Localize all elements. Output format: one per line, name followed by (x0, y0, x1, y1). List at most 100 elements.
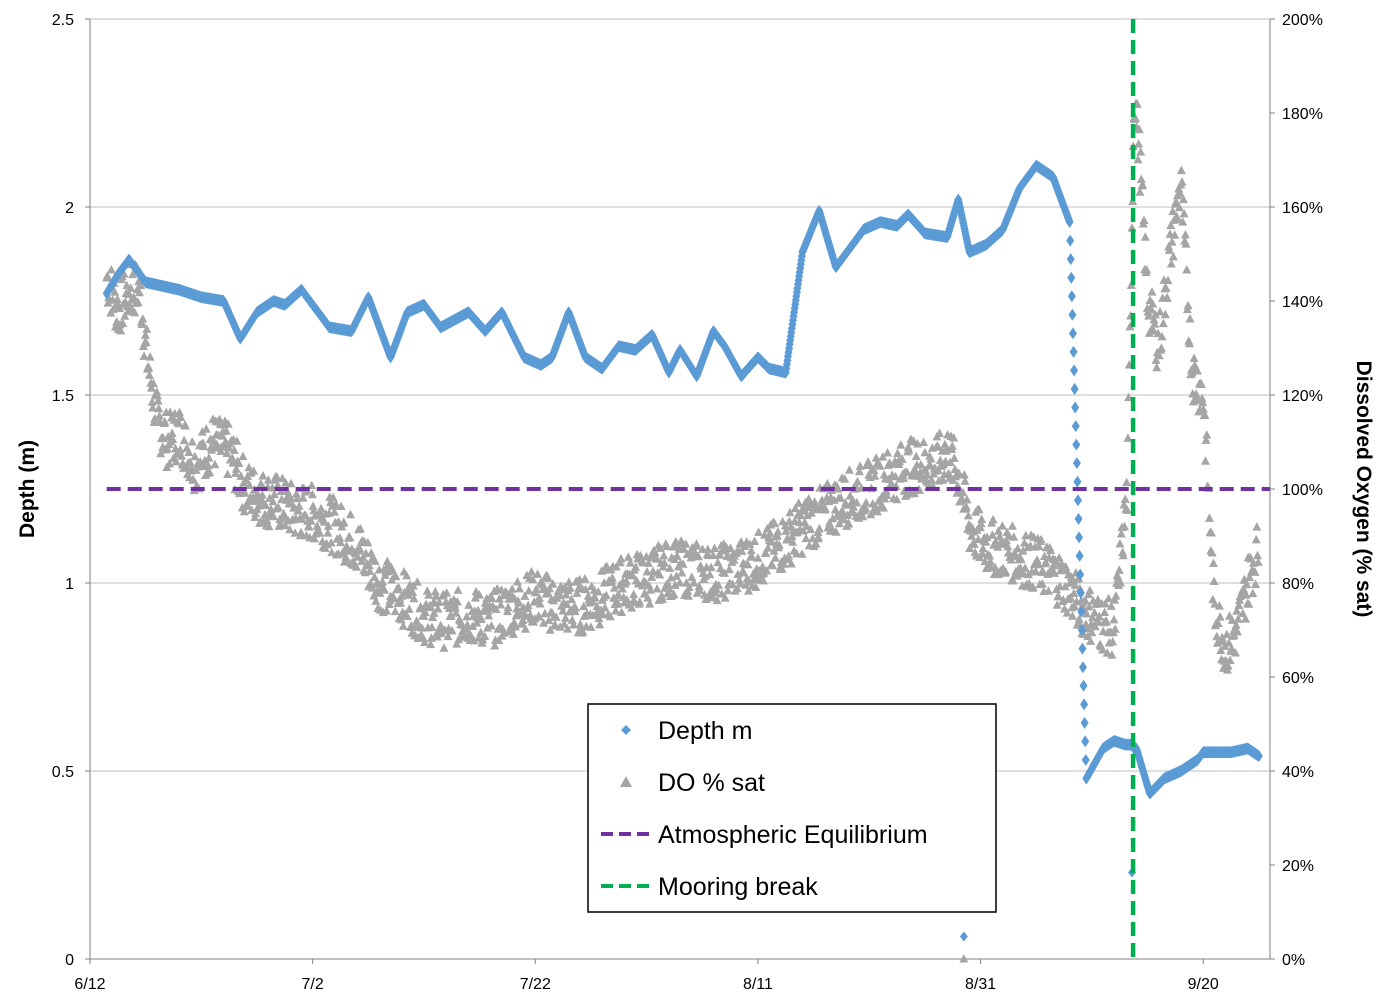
do-point (486, 621, 496, 630)
y2-tick-label: 60% (1282, 670, 1314, 687)
do-point (408, 587, 418, 596)
do-point (176, 412, 186, 421)
do-point (434, 597, 444, 606)
do-point (712, 595, 722, 605)
do-point (487, 593, 497, 603)
do-point (1109, 614, 1119, 624)
do-point (544, 615, 554, 625)
do-point (1136, 174, 1146, 184)
do-point (1156, 343, 1166, 352)
do-point (148, 402, 158, 412)
do-point (168, 434, 178, 444)
y2-tick-label: 200% (1282, 12, 1323, 29)
do-point (600, 603, 610, 612)
do-point (204, 453, 214, 462)
do-point (156, 448, 166, 458)
do-point (106, 264, 116, 274)
do-point (852, 497, 862, 507)
do-point (316, 503, 326, 513)
do-point (822, 478, 832, 488)
do-point (988, 514, 998, 524)
do-point (494, 635, 504, 644)
do-point (814, 532, 824, 542)
do-point (684, 582, 694, 591)
do-point (909, 488, 919, 498)
reference-lines (106, 19, 1270, 959)
do-point (380, 585, 390, 594)
do-point (1123, 433, 1133, 442)
do-point (617, 607, 627, 616)
depth-point (1254, 749, 1263, 762)
do-point (1253, 557, 1263, 566)
do-point (751, 582, 761, 591)
do-point (695, 585, 705, 595)
do-point (871, 453, 881, 462)
do-point (689, 577, 699, 587)
do-point (181, 420, 191, 430)
do-point (820, 504, 830, 513)
do-point (150, 413, 160, 423)
do-point (328, 492, 338, 502)
do-point (1094, 617, 1104, 626)
do-point (307, 480, 317, 490)
do-point (126, 283, 136, 292)
do-point (1034, 541, 1044, 551)
do-point (754, 527, 764, 536)
do-point (190, 451, 200, 461)
do-point (777, 564, 787, 573)
do-point (370, 556, 380, 565)
do-point (279, 511, 289, 520)
do-point (713, 557, 723, 567)
do-point (446, 611, 456, 620)
do-point (745, 539, 755, 548)
do-point (427, 622, 437, 631)
do-point (959, 470, 969, 479)
do-point (1183, 300, 1193, 310)
do-point (412, 616, 422, 625)
depth-point (1075, 549, 1084, 562)
do-point (528, 574, 538, 584)
do-point (671, 571, 681, 580)
do-point (335, 533, 345, 542)
do-point (806, 524, 816, 534)
do-point (1242, 579, 1252, 589)
do-point (116, 325, 126, 335)
do-point (1175, 188, 1185, 197)
do-point (341, 552, 351, 561)
do-point (935, 428, 945, 437)
do-point (1135, 187, 1145, 196)
do-point (503, 602, 513, 612)
do-point (1239, 584, 1249, 593)
do-point (452, 639, 462, 648)
depth-point (1068, 327, 1077, 340)
do-point (148, 378, 158, 388)
do-point (1120, 494, 1130, 503)
do-point (1209, 576, 1219, 585)
do-point (1162, 293, 1172, 302)
do-point (878, 503, 888, 512)
do-point (915, 485, 925, 494)
do-point (830, 504, 840, 514)
legend-box (587, 703, 997, 913)
do-point (533, 569, 543, 578)
do-point (144, 362, 154, 372)
y2-tick-label: 40% (1282, 764, 1314, 781)
do-point (1070, 580, 1080, 589)
do-point (326, 537, 336, 547)
do-point (797, 549, 807, 558)
do-point (490, 640, 500, 650)
do-point (514, 598, 524, 607)
do-point (539, 618, 549, 627)
do-point (543, 573, 553, 582)
do-point (187, 437, 197, 446)
do-point (1241, 614, 1251, 623)
do-point (882, 490, 892, 499)
do-point (1226, 643, 1236, 653)
do-point (1068, 611, 1078, 620)
do-point (391, 571, 401, 581)
do-point (1153, 328, 1163, 338)
do-point (1130, 113, 1140, 122)
do-point (1166, 220, 1176, 230)
do-point (179, 435, 189, 445)
depth-point (1076, 568, 1085, 581)
